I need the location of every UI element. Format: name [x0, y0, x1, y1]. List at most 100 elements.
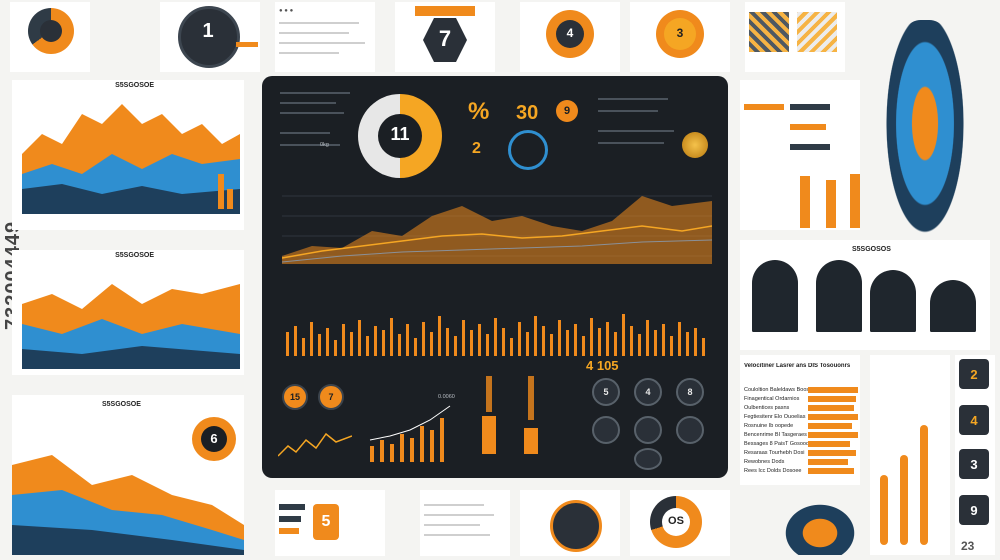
ring-hole	[662, 508, 690, 536]
mini-bars	[415, 6, 475, 16]
cylinder-bar	[880, 475, 888, 545]
text-line: ● ● ●	[279, 8, 294, 14]
area-chart-mid	[22, 284, 240, 369]
list-item-bar	[808, 458, 848, 465]
list-item: Rees Icc Dolds Dosoee	[744, 466, 860, 475]
gauge-digit: 1	[202, 20, 214, 42]
circle-grid-4	[592, 416, 620, 444]
rule	[279, 52, 339, 54]
vbar	[826, 180, 836, 228]
tile-4: 4	[959, 405, 989, 435]
rule	[424, 534, 490, 536]
left-panel-bottom: S5SGOSOE 6	[12, 395, 244, 555]
list-item-bar	[808, 467, 854, 474]
tile-2-value: 2	[970, 366, 978, 382]
main-area-chart	[282, 195, 712, 264]
gauge-circle	[178, 6, 240, 68]
tile-2: 2	[959, 359, 989, 389]
hbar	[279, 504, 305, 510]
donut-hole	[40, 20, 62, 42]
rule	[598, 142, 664, 144]
badge-digit-6: 6	[210, 431, 218, 446]
bottom-splatter	[780, 500, 860, 555]
dome-3	[870, 270, 916, 332]
area-chart-bottom	[12, 455, 244, 555]
left-panel-top: S5SGOSOE	[12, 80, 244, 230]
tile-9-value: 9	[970, 502, 978, 518]
circle-grid-3: 8	[676, 378, 704, 406]
list-item-label: Resaraas Tourhebh Dosi	[744, 449, 805, 456]
circle-grid-5	[634, 416, 662, 444]
circle-grid-6	[676, 416, 704, 444]
rule	[280, 102, 336, 104]
rule	[598, 98, 668, 100]
panel-title: S5SGOSOE	[102, 401, 141, 408]
list-item-label: Rewobnes Dods	[744, 458, 785, 465]
tile-5: 5	[313, 504, 339, 540]
panel-title: S5SGOSOE	[115, 82, 154, 89]
list-item-label: Bessages 8 PaisT Gosoodes	[744, 440, 808, 447]
gauge-ring	[508, 130, 548, 170]
top-panel-3: ● ● ●	[275, 2, 375, 72]
gauge-bar	[236, 42, 258, 47]
rule	[280, 132, 330, 134]
hbar	[790, 104, 830, 110]
list-item: Oulbentices pasns	[744, 403, 860, 412]
hbar	[790, 144, 830, 150]
circle-15: 15	[282, 384, 308, 410]
circle-grid-2: 4	[634, 378, 662, 406]
circle-grid-2-value: 4	[645, 387, 651, 397]
stat-circle-9: 9	[556, 100, 578, 122]
bottom-panel-2	[420, 490, 510, 556]
top-panel-map	[745, 2, 845, 72]
stats-label: 0.0060	[438, 394, 455, 400]
pixel-map-2	[797, 12, 837, 52]
tile-3-value: 3	[970, 456, 978, 472]
panel-title: S5SGOSOE	[115, 252, 154, 259]
dome-2	[816, 260, 862, 332]
area-chart-top	[22, 104, 240, 214]
circle-grid-1: 5	[592, 378, 620, 406]
rule	[598, 130, 674, 132]
bottom-panel-3	[520, 490, 620, 556]
ring-digit-3: 3	[676, 26, 684, 40]
tile-4-value: 4	[970, 412, 978, 428]
list-item-label: Bencenrime BI Tasgeraes	[744, 431, 807, 438]
rule	[424, 514, 494, 516]
list-item: Resaraas Tourhebh Dosi	[744, 448, 860, 457]
funnel-bar-2	[524, 428, 538, 454]
stat-circle-9-value: 9	[563, 105, 571, 117]
circle-grid-7	[634, 448, 662, 470]
gold-medal	[682, 132, 708, 158]
small-line-chart	[278, 432, 352, 457]
stat-number-2: 2	[472, 140, 481, 157]
bottom-panel-1: 5	[275, 490, 385, 556]
list-item-bar	[808, 449, 856, 456]
vbar	[800, 176, 810, 228]
list-item-bar	[808, 386, 858, 393]
right-panel-bars	[740, 80, 860, 230]
list-item: Couloltion Baleldaws Boose	[744, 385, 860, 394]
list-item-bar	[808, 413, 858, 420]
top-panel-circle-4: 4	[520, 2, 620, 72]
top-panel-hex: 7	[395, 2, 495, 72]
hexagon-badge	[423, 18, 467, 62]
rule	[279, 32, 349, 34]
rule	[279, 22, 359, 24]
list-container: Couloltion Baleldaws Boose Finagentical …	[744, 385, 860, 475]
top-panel-1	[10, 2, 90, 72]
percent-glyph: %	[468, 98, 490, 125]
funnel-bar-1	[482, 416, 496, 454]
stat-number-30: 30	[516, 102, 539, 124]
rule	[280, 92, 350, 94]
dome-1	[752, 260, 798, 332]
hbar	[279, 528, 299, 534]
right-panel-domes: S5SGOSOS	[740, 240, 990, 350]
list-item-bar	[808, 440, 850, 447]
hbar	[744, 104, 784, 110]
tile-9: 9	[959, 495, 989, 525]
cylinder-bar	[920, 425, 928, 545]
funnel-bar-3	[528, 376, 534, 420]
footer-number: 23	[961, 539, 975, 553]
list-item-label: Finagentical Ordarnios	[744, 395, 800, 402]
